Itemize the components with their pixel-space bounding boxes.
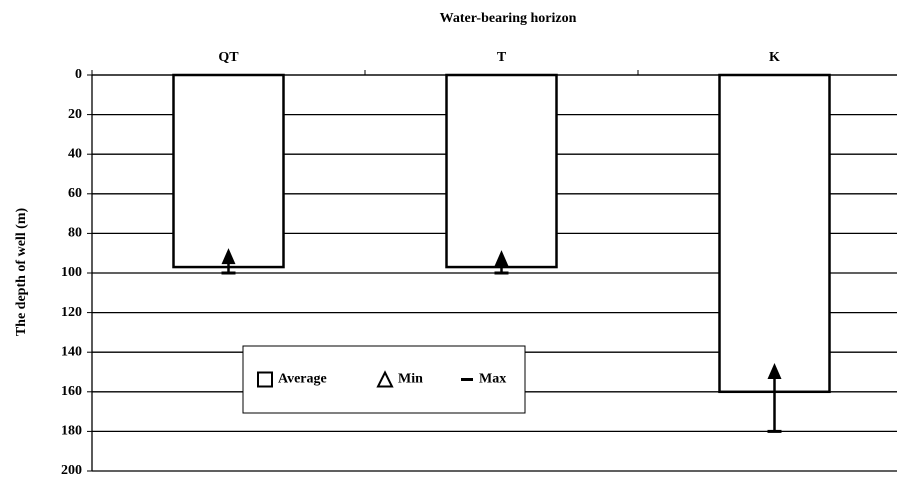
legend-box: [242, 345, 526, 414]
y-tick-label: 0: [75, 67, 82, 82]
legend-swatch: [257, 371, 273, 388]
y-tick-label: 40: [68, 146, 82, 161]
legend-label: Average: [278, 372, 327, 387]
bar: [718, 73, 831, 394]
x-tick-label: K: [769, 50, 780, 65]
y-tick-label: 20: [68, 107, 82, 122]
bar: [172, 73, 285, 269]
legend-label: Min: [398, 372, 423, 387]
y-tick-label: 100: [61, 265, 82, 280]
min-marker: [767, 363, 782, 379]
y-tick-label: 200: [61, 463, 82, 478]
legend-swatch: [376, 370, 394, 388]
y-tick-label: 120: [61, 305, 82, 320]
y-tick-label: 180: [61, 424, 82, 439]
chart-title: Water-bearing horizon: [440, 11, 577, 26]
y-tick-label: 60: [68, 186, 82, 201]
y-tick-label: 160: [61, 384, 82, 399]
bar: [445, 73, 558, 269]
y-tick-label: 80: [68, 226, 82, 241]
y-axis-label: The depth of well (m): [14, 208, 29, 337]
y-tick-label: 140: [61, 344, 82, 359]
x-tick-label: QT: [218, 50, 239, 65]
min-marker: [494, 250, 509, 267]
x-tick-label: T: [497, 50, 507, 65]
legend-label: Max: [479, 372, 506, 387]
min-marker: [221, 248, 236, 265]
